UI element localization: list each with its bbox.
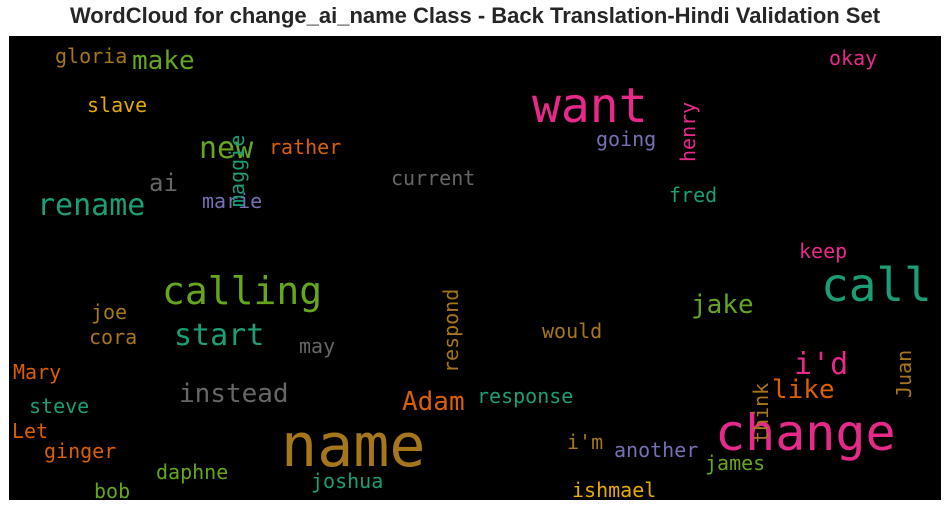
word-may: may bbox=[299, 334, 336, 358]
word-daphne: daphne bbox=[156, 460, 229, 484]
word-rename: rename bbox=[37, 188, 146, 223]
word-slave: slave bbox=[87, 93, 148, 117]
word-james: james bbox=[705, 451, 766, 475]
word-adam: Adam bbox=[402, 387, 465, 417]
word-joe: joe bbox=[91, 300, 128, 324]
word-henry: henry bbox=[676, 101, 700, 162]
word-ginger: ginger bbox=[44, 439, 117, 463]
word-change: change bbox=[715, 404, 896, 462]
word-cloud-canvas: name change want call calling rename start new i… bbox=[9, 36, 941, 500]
word-gloria: gloria bbox=[55, 44, 128, 68]
word-i-m: i'm bbox=[567, 430, 604, 454]
word-going: going bbox=[596, 127, 657, 151]
word-let: Let bbox=[12, 419, 49, 443]
word-ishmael: ishmael bbox=[572, 478, 657, 500]
word-new: new bbox=[199, 131, 254, 166]
word-maggie: maggie bbox=[225, 134, 249, 207]
word-i-d: i'd bbox=[794, 347, 849, 382]
word-ai: ai bbox=[149, 169, 178, 197]
word-start: start bbox=[174, 318, 265, 353]
chart-title: WordCloud for change_ai_name Class - Bac… bbox=[69, 3, 881, 28]
word-cora: cora bbox=[89, 325, 138, 349]
word-want: want bbox=[532, 78, 648, 134]
word-current: current bbox=[391, 166, 476, 190]
word-mary: Mary bbox=[13, 360, 62, 384]
word-call: call bbox=[821, 258, 932, 312]
word-instead: instead bbox=[179, 379, 289, 409]
word-respond: respond bbox=[439, 288, 463, 373]
word-like: like bbox=[772, 375, 835, 405]
word-name: name bbox=[281, 411, 426, 481]
word-rather: rather bbox=[269, 135, 342, 159]
word-keep: keep bbox=[799, 239, 848, 263]
word-steve: steve bbox=[29, 394, 90, 418]
word-juan: Juan bbox=[892, 349, 916, 398]
word-marie: marie bbox=[202, 189, 263, 213]
word-okay: okay bbox=[829, 46, 878, 70]
word-response: response bbox=[477, 384, 574, 408]
word-jake: jake bbox=[691, 290, 754, 320]
word-another: another bbox=[614, 438, 699, 462]
word-fred: fred bbox=[669, 183, 718, 207]
word-would: would bbox=[542, 319, 603, 343]
word-think: think bbox=[749, 382, 773, 443]
word-joshua: joshua bbox=[311, 469, 384, 493]
word-make: make bbox=[132, 46, 195, 76]
word-calling: calling bbox=[162, 269, 323, 313]
word-bob: bob bbox=[94, 479, 131, 500]
